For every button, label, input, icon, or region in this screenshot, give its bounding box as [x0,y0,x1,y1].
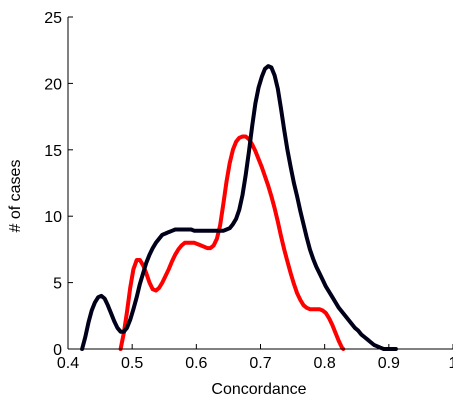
y-tick-label: 25 [44,10,62,27]
series-layer [80,64,398,351]
x-tick-label: 0.7 [249,355,271,372]
x-tick-label: 0.8 [314,355,336,372]
x-tick-label: 0.4 [57,355,79,372]
y-axis-label: # of cases [7,160,24,233]
y-tick-label: 15 [44,143,62,160]
series-line-2 [80,64,398,351]
x-tick-label: 0.5 [121,355,143,372]
x-tick-label: 1 [449,355,453,372]
axes-layer: 0.40.50.60.70.80.910510152025 [44,10,453,372]
y-tick-label: 0 [53,342,62,359]
y-tick-label: 10 [44,209,62,226]
x-tick-label: 0.9 [378,355,400,372]
x-tick-label: 0.6 [185,355,207,372]
series-line-1 [118,134,346,351]
y-tick-label: 5 [53,276,62,293]
y-tick-label: 20 [44,76,62,93]
x-axis-label: Concordance [211,381,306,398]
